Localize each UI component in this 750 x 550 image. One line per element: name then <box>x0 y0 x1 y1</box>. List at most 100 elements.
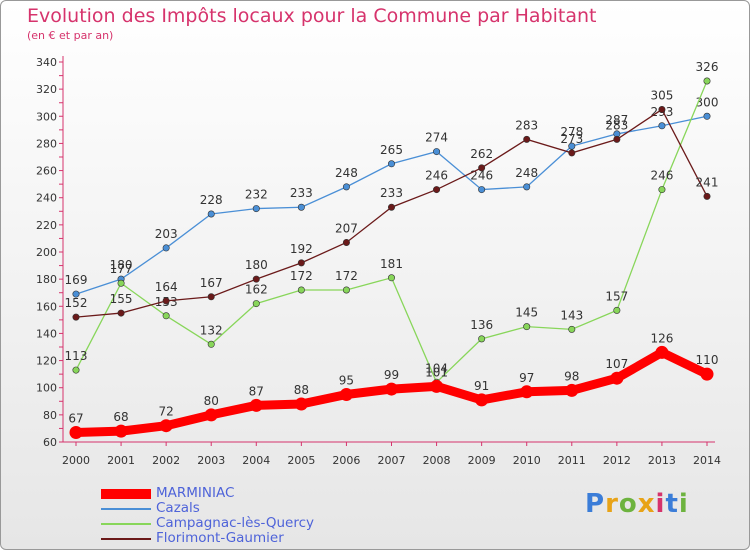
data-label-campagnac-l-s-quercy: 172 <box>335 269 358 283</box>
data-point-marminiac <box>114 424 128 438</box>
data-point-cazals <box>478 186 486 194</box>
data-label-cazals: 232 <box>245 188 268 202</box>
data-point-florimont-gaumier <box>117 309 125 317</box>
data-point-cazals <box>342 183 350 191</box>
legend-label: Florimont-Gaumier <box>156 530 284 546</box>
data-label-marminiac: 101 <box>425 365 448 379</box>
x-tick-label: 2003 <box>197 454 225 467</box>
y-tick-label: 320 <box>36 83 57 96</box>
data-label-florimont-gaumier: 164 <box>155 280 178 294</box>
x-tick-label: 2008 <box>423 454 451 467</box>
data-label-florimont-gaumier: 152 <box>65 296 88 310</box>
data-label-campagnac-l-s-quercy: 104 <box>425 361 448 375</box>
data-point-florimont-gaumier <box>433 186 441 194</box>
data-label-marminiac: 110 <box>696 353 719 367</box>
x-tick-label: 2009 <box>468 454 496 467</box>
data-label-florimont-gaumier: 180 <box>245 258 268 272</box>
data-label-florimont-gaumier: 167 <box>200 276 223 290</box>
data-label-cazals: 228 <box>200 193 223 207</box>
data-point-marminiac <box>159 419 173 433</box>
data-label-marminiac: 68 <box>113 410 128 424</box>
legend-label: Campagnac-lès-Quercy <box>156 515 314 531</box>
x-tick-label: 2014 <box>693 454 721 467</box>
data-label-campagnac-l-s-quercy: 172 <box>290 269 313 283</box>
data-label-florimont-gaumier: 192 <box>290 242 313 256</box>
data-point-campagnac-l-s-quercy <box>297 286 305 294</box>
data-label-cazals: 233 <box>290 186 313 200</box>
data-point-campagnac-l-s-quercy <box>117 279 125 287</box>
data-label-cazals: 265 <box>380 143 403 157</box>
x-tick-label: 2005 <box>287 454 315 467</box>
y-tick-label: 60 <box>43 436 57 449</box>
data-point-campagnac-l-s-quercy <box>658 186 666 194</box>
data-label-campagnac-l-s-quercy: 136 <box>470 318 493 332</box>
data-point-marminiac <box>475 393 489 407</box>
y-tick-label: 80 <box>43 409 57 422</box>
data-label-marminiac: 126 <box>650 331 673 345</box>
data-point-campagnac-l-s-quercy <box>703 77 711 85</box>
data-label-cazals: 248 <box>335 166 358 180</box>
y-tick-label: 220 <box>36 219 57 232</box>
logo-letter: i <box>678 489 689 519</box>
chart-title: Evolution des Impôts locaux pour la Comm… <box>27 5 597 27</box>
logo-letter: t <box>665 489 679 519</box>
data-point-florimont-gaumier <box>703 192 711 200</box>
line-chart: 60 80 100 120 140 160 180 200 220 240 260 280 300 320… <box>36 56 721 467</box>
data-point-florimont-gaumier <box>568 149 576 157</box>
data-label-cazals: 274 <box>425 131 448 145</box>
x-tick-label: 2010 <box>513 454 541 467</box>
data-label-cazals: 180 <box>110 258 133 272</box>
logo-letter: i <box>655 489 666 519</box>
data-point-campagnac-l-s-quercy <box>162 312 170 320</box>
data-label-cazals: 287 <box>605 113 628 127</box>
y-tick-label: 200 <box>36 246 57 259</box>
data-point-marminiac <box>655 345 669 359</box>
data-point-florimont-gaumier <box>658 106 666 114</box>
x-tick-label: 2000 <box>62 454 90 467</box>
logo-letter: o <box>618 489 638 519</box>
data-point-cazals <box>703 112 711 120</box>
data-label-marminiac: 91 <box>474 379 489 393</box>
data-point-florimont-gaumier <box>523 135 531 143</box>
data-label-marminiac: 87 <box>249 384 264 398</box>
data-point-campagnac-l-s-quercy <box>523 323 531 331</box>
data-label-campagnac-l-s-quercy: 157 <box>605 289 628 303</box>
data-point-cazals <box>297 203 305 211</box>
data-label-campagnac-l-s-quercy: 132 <box>200 323 223 337</box>
data-label-campagnac-l-s-quercy: 177 <box>110 262 133 276</box>
data-point-florimont-gaumier <box>613 135 621 143</box>
data-label-florimont-gaumier: 207 <box>335 222 358 236</box>
logo-letter: P <box>585 489 606 519</box>
x-tick-label: 2002 <box>152 454 180 467</box>
data-label-marminiac: 95 <box>339 374 354 388</box>
data-label-campagnac-l-s-quercy: 113 <box>65 349 88 363</box>
data-point-cazals <box>568 142 576 150</box>
data-point-cazals <box>72 290 80 298</box>
data-label-campagnac-l-s-quercy: 143 <box>560 308 583 322</box>
data-point-campagnac-l-s-quercy <box>72 366 80 374</box>
data-label-florimont-gaumier: 246 <box>425 169 448 183</box>
data-label-marminiac: 98 <box>564 369 579 383</box>
data-label-marminiac: 67 <box>68 412 83 426</box>
data-point-florimont-gaumier <box>207 293 215 301</box>
x-tick-label: 2004 <box>242 454 270 467</box>
x-tick-label: 2007 <box>378 454 406 467</box>
data-point-marminiac <box>520 385 534 399</box>
x-tick-label: 2001 <box>107 454 135 467</box>
x-tick-label: 2012 <box>603 454 631 467</box>
y-tick-label: 280 <box>36 137 57 150</box>
data-label-florimont-gaumier: 283 <box>515 118 538 132</box>
data-label-cazals: 246 <box>470 169 493 183</box>
data-label-cazals: 300 <box>696 95 719 109</box>
data-point-marminiac <box>339 388 353 401</box>
x-tick-label: 2013 <box>648 454 676 467</box>
data-point-campagnac-l-s-quercy <box>568 325 576 333</box>
data-point-florimont-gaumier <box>342 239 350 247</box>
chart-subtitle: (en € et par an) <box>27 29 114 42</box>
y-tick-label: 120 <box>36 355 57 368</box>
legend-label: MARMINIAC <box>156 485 235 501</box>
proxiti-logo: Proxiti <box>585 489 689 519</box>
data-point-cazals <box>658 122 666 130</box>
x-tick-label: 2006 <box>332 454 360 467</box>
